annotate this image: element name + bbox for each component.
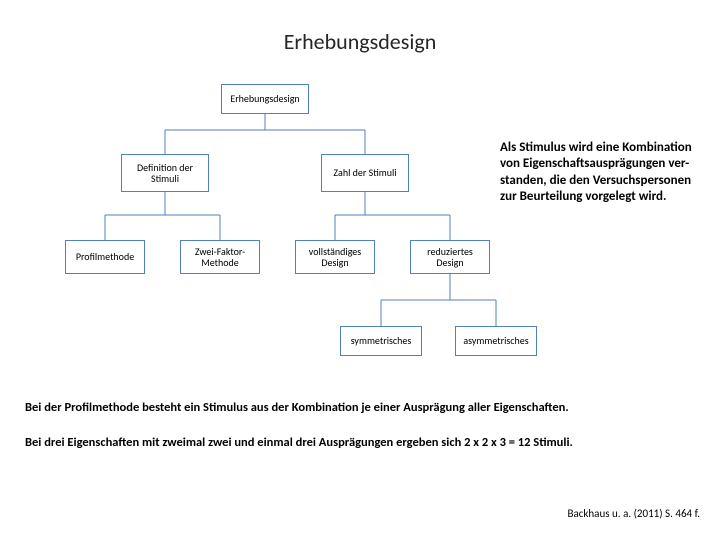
node-asymmetrisch: asymmetrisches — [455, 326, 537, 356]
node-profilmethode: Profilmethode — [65, 240, 145, 274]
slide: Erhebungsdesign Erhebungsdesign Definiti… — [0, 0, 720, 540]
node-vollstaendig: vollständiges Design — [295, 240, 375, 274]
node-definition: Definition der Stimuli — [121, 154, 209, 192]
node-reduziert: reduziertes Design — [410, 240, 490, 274]
slide-title: Erhebungsdesign — [0, 28, 720, 55]
node-root: Erhebungsdesign — [221, 84, 309, 114]
annotation-stimulus: Als Stimulus wird eine Kombination von E… — [500, 140, 710, 205]
node-zahl: Zahl der Stimuli — [321, 154, 409, 192]
node-zwei-faktor: Zwei-Faktor-Methode — [180, 240, 260, 274]
body-text-1: Bei der Profilmethode besteht ein Stimul… — [25, 400, 705, 417]
body-text-2: Bei drei Eigenschaften mit zweimal zwei … — [25, 435, 705, 452]
citation: Backhaus u. a. (2011) S. 464 f. — [568, 507, 701, 520]
node-symmetrisch: symmetrisches — [340, 326, 422, 356]
